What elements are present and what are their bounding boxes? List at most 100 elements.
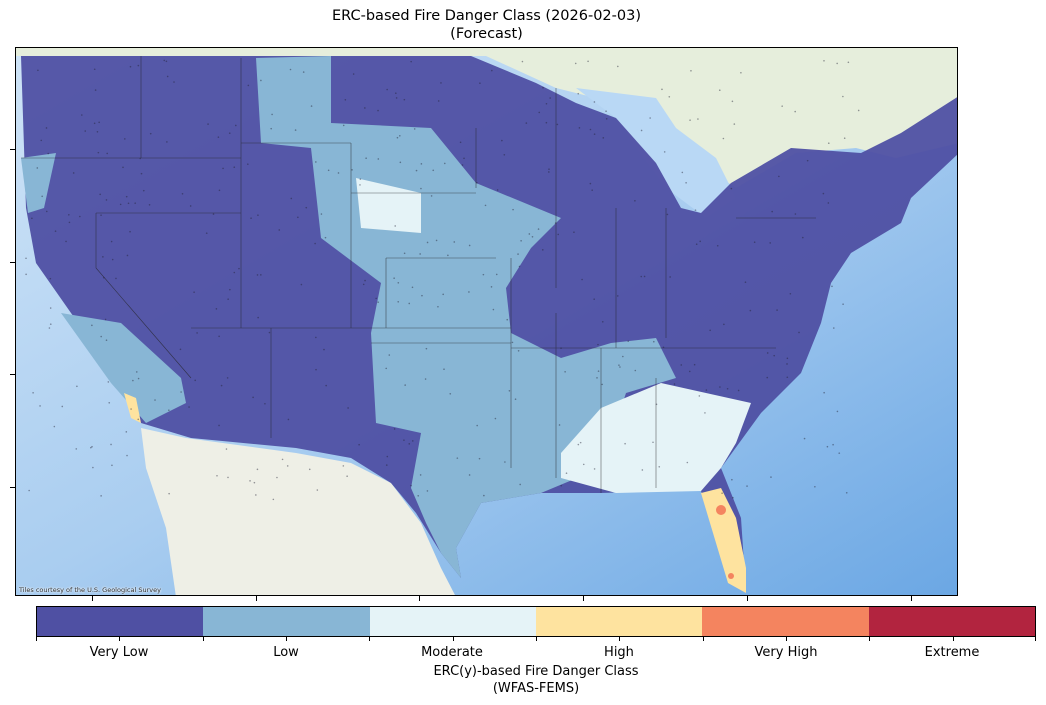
station-marker [548, 171, 550, 173]
y-tick [10, 149, 15, 150]
station-marker [686, 461, 689, 464]
station-marker [396, 136, 399, 139]
colorbar-segment [37, 607, 204, 636]
station-marker [79, 215, 81, 218]
station-marker [437, 305, 439, 308]
station-marker [459, 141, 462, 144]
station-marker [634, 369, 637, 372]
station-marker [695, 243, 698, 246]
station-marker [323, 348, 325, 351]
station-marker [649, 117, 651, 119]
station-marker [836, 410, 839, 413]
colorbar-label-high: High [604, 645, 634, 660]
station-marker [148, 204, 151, 206]
station-marker [554, 222, 557, 224]
station-marker [641, 469, 644, 471]
station-marker [41, 195, 43, 198]
station-marker [593, 133, 596, 135]
station-marker [709, 329, 711, 332]
station-marker [123, 138, 126, 140]
station-marker [545, 121, 548, 124]
station-marker [111, 258, 114, 261]
station-marker [789, 292, 792, 295]
station-marker [257, 316, 259, 319]
station-marker [421, 294, 423, 297]
station-marker [104, 318, 107, 321]
station-marker [173, 81, 175, 83]
fire-danger-map[interactable]: Tiles courtesy of the U.S. Geological Su… [15, 47, 958, 596]
station-marker [272, 498, 275, 501]
station-marker [723, 323, 725, 326]
station-marker [589, 182, 592, 185]
station-marker [798, 331, 800, 334]
region-low-coast-north [21, 153, 56, 213]
station-marker [410, 60, 412, 63]
station-marker [218, 189, 221, 192]
station-marker [32, 391, 34, 394]
station-marker [281, 458, 284, 461]
station-marker [47, 152, 50, 155]
station-marker [519, 483, 521, 486]
station-marker [271, 113, 273, 116]
station-marker [205, 232, 208, 234]
station-marker [731, 478, 733, 481]
colorbar-tick [452, 637, 454, 641]
station-marker [93, 68, 96, 71]
station-marker [129, 230, 131, 233]
station-marker [549, 97, 551, 99]
station-marker [781, 105, 783, 107]
station-marker [270, 127, 272, 130]
colorbar-tick [286, 637, 287, 641]
station-marker [827, 142, 830, 145]
colorbar [36, 606, 1036, 637]
station-marker [814, 485, 816, 488]
station-marker [587, 60, 589, 63]
station-marker [126, 454, 128, 457]
station-marker [403, 252, 406, 255]
station-marker [744, 281, 747, 284]
station-marker [548, 168, 550, 170]
y-tick [10, 262, 15, 263]
station-marker [669, 276, 671, 278]
station-marker [769, 242, 771, 244]
colorbar-segment [702, 607, 869, 636]
station-marker [68, 213, 70, 216]
station-marker [233, 271, 236, 274]
station-marker [424, 378, 427, 380]
station-marker [188, 406, 190, 408]
station-marker [166, 141, 168, 143]
station-marker [483, 494, 485, 497]
station-marker [207, 123, 209, 125]
mexico-land [141, 428, 455, 595]
station-marker [419, 253, 421, 255]
station-marker [377, 158, 380, 160]
station-marker [39, 405, 41, 407]
station-marker [619, 366, 621, 368]
station-marker [494, 417, 497, 420]
station-marker [268, 331, 271, 334]
station-marker [289, 68, 292, 71]
station-marker [290, 197, 293, 200]
station-marker [528, 233, 531, 235]
station-marker [196, 332, 198, 334]
station-marker [344, 98, 347, 101]
x-tick [419, 596, 420, 601]
station-marker [766, 352, 769, 354]
x-tick [911, 596, 912, 601]
station-marker [397, 282, 400, 284]
station-marker [99, 193, 101, 196]
station-marker [310, 105, 313, 107]
station-marker [716, 244, 719, 247]
station-marker [582, 463, 585, 466]
station-marker [135, 371, 138, 373]
station-marker [531, 235, 534, 238]
station-marker [770, 476, 772, 478]
station-marker [491, 69, 493, 72]
station-marker [149, 132, 152, 135]
station-marker [110, 240, 113, 243]
state-borders [21, 56, 816, 493]
station-marker [847, 61, 850, 64]
station-marker [347, 407, 349, 409]
station-marker [276, 476, 278, 479]
station-marker [166, 75, 169, 78]
